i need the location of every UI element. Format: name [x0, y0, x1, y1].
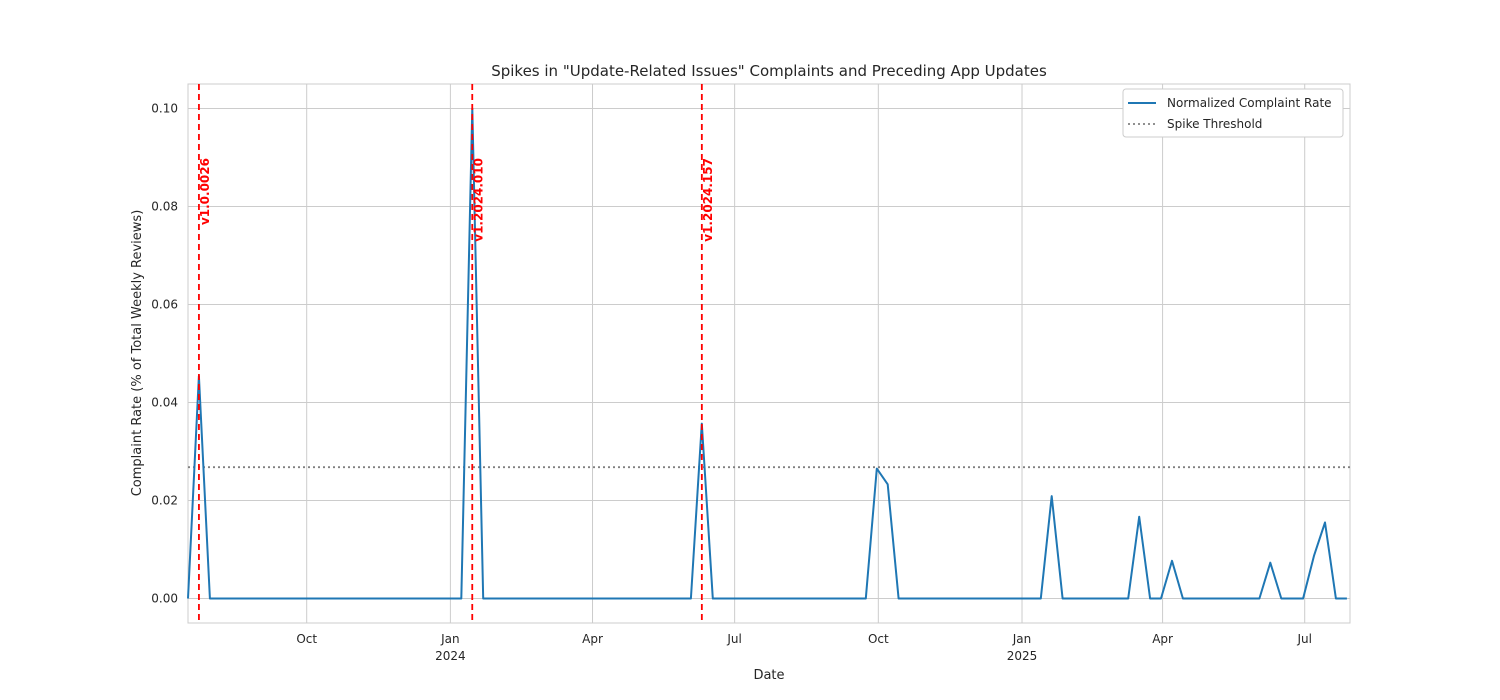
complaint-rate-line	[187, 107, 1347, 600]
x-tick-label: Apr	[582, 632, 603, 646]
x-tick-label: Jan	[1012, 632, 1032, 646]
x-tick-label: Apr	[1152, 632, 1173, 646]
plot-area	[187, 83, 1351, 624]
y-tick-label: 0.08	[151, 200, 178, 214]
y-tick-labels: 0.00 0.02 0.04 0.06 0.08 0.10	[151, 102, 178, 606]
update-version-label: v1.2024.010	[471, 158, 485, 242]
y-tick-label: 0.04	[151, 396, 178, 410]
x-tick-label: Jan	[440, 632, 460, 646]
update-markers: v1.0.0026 v1.2024.010 v1.2024.157	[198, 84, 715, 623]
x-tick-label: Jul	[1296, 632, 1311, 646]
legend: Normalized Complaint Rate Spike Threshol…	[1122, 88, 1344, 138]
x-tick-labels: Oct Jan 2024 Apr Jul Oct Jan 2025 Apr Jul	[296, 632, 1312, 663]
x-axis-title: Date	[753, 668, 784, 683]
legend-box	[1122, 88, 1344, 138]
series-layer	[187, 107, 1347, 600]
legend-label-threshold: Spike Threshold	[1167, 117, 1262, 131]
x-tick-year-label: 2024	[435, 649, 466, 663]
y-tick-label: 0.10	[151, 102, 178, 116]
x-tick-label: Oct	[296, 632, 317, 646]
x-tick-label: Jul	[726, 632, 741, 646]
legend-label-complaint-rate: Normalized Complaint Rate	[1167, 96, 1332, 110]
y-tick-label: 0.00	[151, 592, 178, 606]
x-tick-year-label: 2025	[1007, 649, 1038, 663]
update-version-label: v1.2024.157	[701, 158, 715, 242]
x-tick-label: Oct	[868, 632, 889, 646]
y-tick-label: 0.02	[151, 494, 178, 508]
chart-title: Spikes in "Update-Related Issues" Compla…	[491, 62, 1047, 80]
y-tick-label: 0.06	[151, 298, 178, 312]
update-version-label: v1.0.0026	[198, 158, 212, 225]
y-axis-title: Complaint Rate (% of Total Weekly Review…	[130, 210, 145, 497]
